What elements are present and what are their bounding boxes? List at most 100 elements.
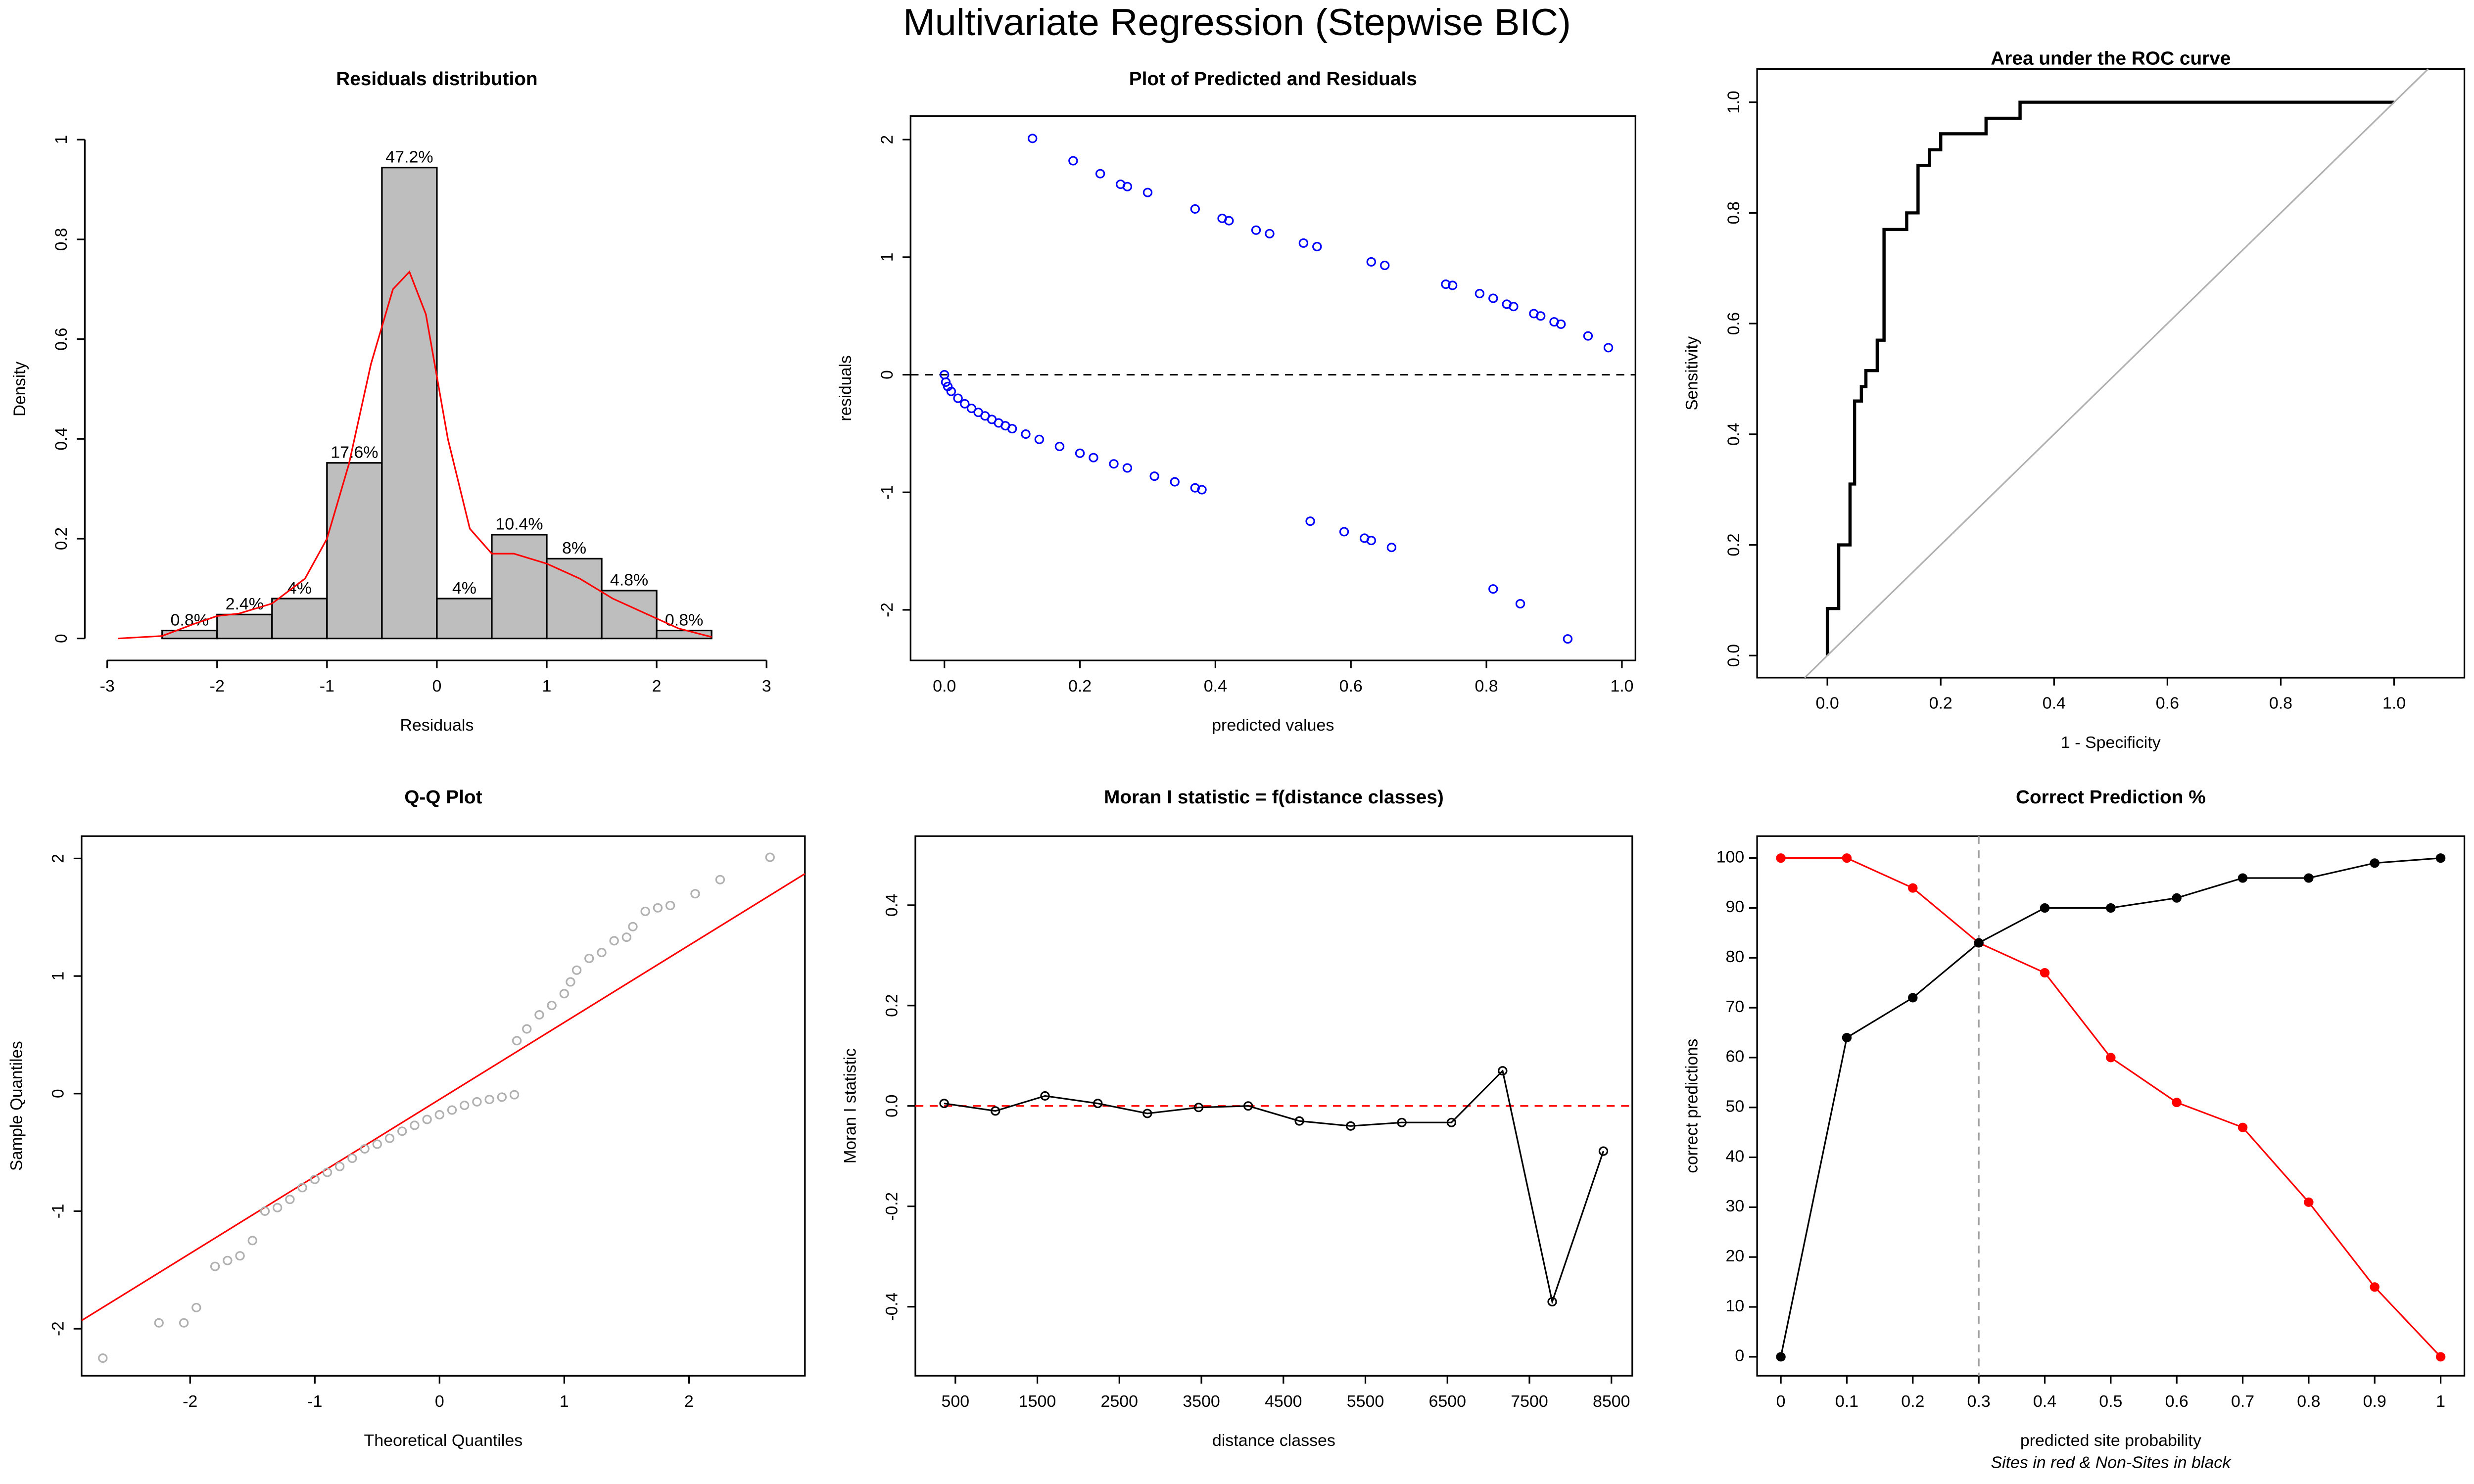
x-tick-label: -3 xyxy=(100,677,115,696)
point xyxy=(334,1161,345,1171)
x-tick-label: 0.2 xyxy=(1068,677,1092,696)
panel: Q-Q Plot -2 -1 0 1 2 -2 -1 0 1 2 Theoretical Quanti… xyxy=(7,787,806,1450)
point xyxy=(1197,485,1207,495)
point xyxy=(559,989,570,999)
y-tick-label: 2 xyxy=(49,854,67,863)
point xyxy=(2304,873,2314,883)
figure-title: Multivariate Regression (Stepwise BIC) xyxy=(903,1,1571,44)
y-tick-label: -1 xyxy=(49,1204,67,1219)
y-tick-label: 0 xyxy=(52,634,71,643)
plot-frame xyxy=(81,835,806,1377)
bar xyxy=(381,167,438,640)
point xyxy=(191,1302,201,1312)
point xyxy=(1122,182,1133,191)
point xyxy=(1441,279,1451,289)
point xyxy=(1294,1116,1304,1126)
point xyxy=(154,1318,164,1328)
x-axis-label: predicted site probability xyxy=(2020,1432,2201,1450)
bar xyxy=(546,557,603,640)
x-tick-label: 0.3 xyxy=(1967,1392,1991,1411)
point xyxy=(1598,1146,1609,1156)
point xyxy=(1345,1121,1356,1131)
y-tick-label: 10 xyxy=(1725,1297,1744,1315)
x-tick-label: 0.9 xyxy=(2363,1392,2386,1411)
point xyxy=(665,900,675,911)
point xyxy=(1122,463,1133,473)
point xyxy=(434,1110,445,1120)
point xyxy=(1488,584,1498,594)
x-tick-label: -1 xyxy=(307,1392,322,1411)
point xyxy=(2237,873,2248,883)
y-tick-label: 60 xyxy=(1725,1048,1744,1066)
point xyxy=(98,1353,108,1363)
x-tick-label: 0.2 xyxy=(1929,695,1952,713)
bar xyxy=(326,462,383,640)
density-curve xyxy=(118,270,712,640)
point xyxy=(1149,471,1159,481)
panel: Area under the ROC curve 0.0 0.2 0.4 0.6 0.8 1… xyxy=(1683,48,2466,752)
y-tick-label: 0.0 xyxy=(1724,644,1743,667)
point xyxy=(285,1195,295,1205)
x-tick-label: 0.6 xyxy=(1339,677,1363,696)
x-tick-label: 0.7 xyxy=(2231,1392,2254,1411)
point xyxy=(509,1090,520,1100)
line xyxy=(944,1069,1605,1305)
point xyxy=(397,1126,407,1136)
point xyxy=(966,404,977,414)
chart-title: Residuals distribution xyxy=(336,68,537,90)
point xyxy=(2435,853,2446,863)
point xyxy=(472,1097,482,1107)
x-tick-label: 1 xyxy=(2436,1392,2445,1411)
point xyxy=(410,1120,420,1130)
point xyxy=(534,1010,544,1020)
chart-title: Moran I statistic = f(distance classes) xyxy=(1104,787,1444,808)
point xyxy=(1224,216,1234,226)
y-tick-label: 0.6 xyxy=(52,327,71,350)
point xyxy=(566,977,575,987)
point xyxy=(460,1101,470,1111)
y-tick-label: 0 xyxy=(49,1089,67,1099)
point xyxy=(946,386,956,396)
bar-label: 8% xyxy=(562,539,586,557)
point xyxy=(1142,1109,1152,1118)
point xyxy=(1034,434,1045,444)
point xyxy=(1776,853,1786,863)
y-tick-label: -0.4 xyxy=(883,1293,901,1321)
point xyxy=(1093,1099,1103,1109)
point xyxy=(960,399,970,409)
point xyxy=(597,948,607,958)
point xyxy=(990,1106,1000,1116)
point xyxy=(1547,1297,1557,1307)
x-tick-label: 4500 xyxy=(1265,1392,1302,1411)
y-tick-label: 0 xyxy=(1735,1347,1744,1365)
point xyxy=(1776,1352,1786,1362)
x-tick-label: 2500 xyxy=(1101,1392,1139,1411)
x-tick-label: 0.5 xyxy=(2099,1392,2122,1411)
point xyxy=(484,1095,494,1105)
point xyxy=(1021,429,1031,439)
y-axis-label: Density xyxy=(11,362,29,417)
point xyxy=(1095,169,1105,179)
point xyxy=(384,1133,395,1143)
x-tick-label: 0.0 xyxy=(933,677,956,696)
y-tick-label: -2 xyxy=(49,1321,67,1336)
point xyxy=(247,1236,257,1246)
point xyxy=(297,1183,307,1193)
point xyxy=(2435,1352,2446,1362)
point xyxy=(571,965,582,975)
y-tick-label: 70 xyxy=(1725,998,1744,1016)
point xyxy=(1535,311,1546,321)
x-tick-label: 0.1 xyxy=(1835,1392,1858,1411)
bar-label: 10.4% xyxy=(495,515,543,534)
y-tick-label: 1.0 xyxy=(1724,91,1743,114)
x-tick-label: 2 xyxy=(652,677,662,696)
y-axis-label: Sample Quantiles xyxy=(7,1041,26,1171)
point xyxy=(653,903,663,913)
point xyxy=(1298,238,1309,248)
point xyxy=(2370,1282,2379,1292)
point xyxy=(272,1203,283,1212)
y-tick-label: 20 xyxy=(1725,1247,1744,1265)
bar xyxy=(271,598,328,640)
x-tick-label: 1.0 xyxy=(1610,677,1633,696)
